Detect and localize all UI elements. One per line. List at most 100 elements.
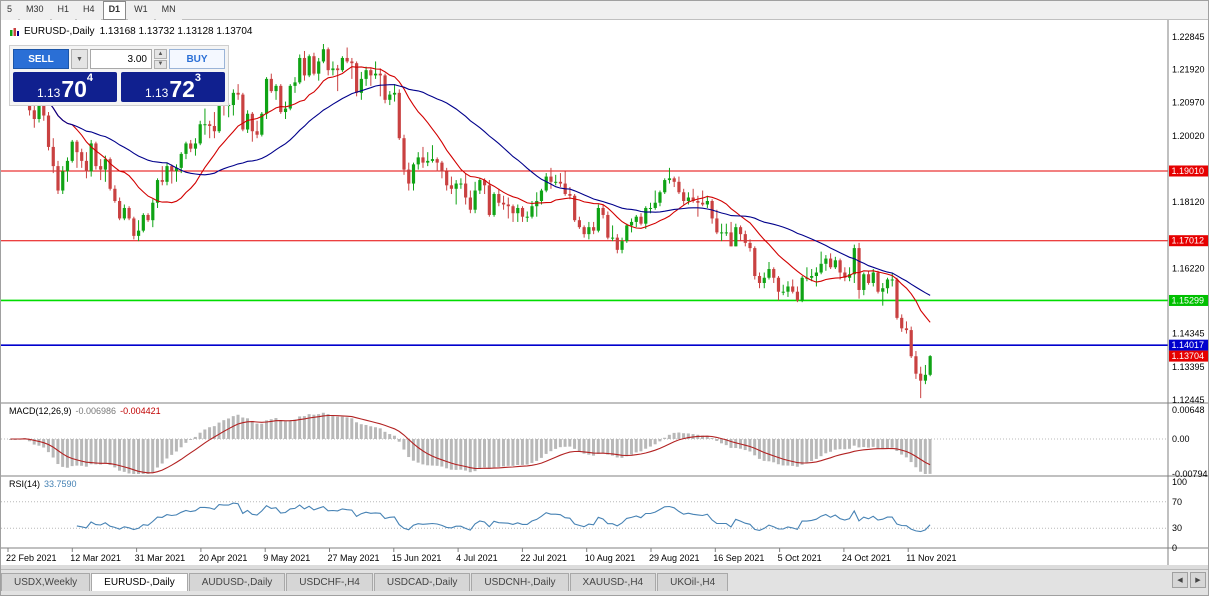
- macd-histogram: [9, 412, 932, 474]
- rsi-name: RSI(14): [9, 479, 41, 489]
- svg-text:31 Mar 2021: 31 Mar 2021: [135, 553, 186, 563]
- buy-price-pips: 72: [169, 76, 195, 102]
- chart-tab-usdx-weekly[interactable]: USDX,Weekly: [1, 573, 91, 591]
- volume-stepper: ▲ ▼: [154, 49, 167, 69]
- chart-tab-ukoil-h4[interactable]: UKOil-,H4: [657, 573, 729, 591]
- svg-text:4 Jul 2021: 4 Jul 2021: [456, 553, 498, 563]
- macd-name: MACD(12,26,9): [9, 406, 72, 416]
- volume-increase-button[interactable]: ▲: [154, 49, 167, 59]
- timeframe-button-W1[interactable]: W1: [128, 1, 154, 20]
- macd-signal-line: [10, 414, 931, 474]
- timeframe-button-H4[interactable]: H4: [77, 1, 101, 20]
- svg-text:-0.00794: -0.00794: [1172, 469, 1208, 479]
- chart-tab-eurusd-daily[interactable]: EURUSD-,Daily: [91, 573, 188, 591]
- ma-line-sma-fast: [10, 66, 931, 323]
- chart-tab-bar: USDX,Weekly EURUSD-,Daily AUDUSD-,Daily USD…: [1, 569, 1208, 591]
- price-tag-1.19010: 1.19010: [1169, 165, 1208, 177]
- svg-text:22 Jul 2021: 22 Jul 2021: [520, 553, 567, 563]
- macd-value: -0.006986: [75, 406, 117, 416]
- rsi-line: [76, 502, 931, 533]
- svg-text:11 Nov 2021: 11 Nov 2021: [906, 553, 956, 563]
- chart-icon: [10, 27, 19, 36]
- chart-canvas[interactable]: 1.22845 1.21920 1.20970 1.20020 1.18120 1.162…: [1, 20, 1209, 565]
- timeframe-button-5[interactable]: 5: [1, 1, 19, 20]
- window-bottom-edge: [1, 591, 1208, 595]
- tab-scroll-left-button[interactable]: ◀: [1172, 572, 1188, 588]
- svg-text:100: 100: [1172, 477, 1187, 487]
- tab-scroll-controls: ◀ ▶: [1172, 572, 1208, 591]
- svg-text:0: 0: [1172, 543, 1177, 553]
- svg-text:30: 30: [1172, 523, 1182, 533]
- sell-price-display[interactable]: 1.13 70 4: [13, 72, 117, 102]
- one-click-trading-panel: SELL ▼ 3.00 ▲ ▼ BUY 1.13 70 4 1.13 72: [9, 45, 229, 106]
- chart-tab-usdcnh-daily[interactable]: USDCNH-,Daily: [471, 573, 569, 591]
- svg-text:1.21920: 1.21920: [1172, 64, 1205, 74]
- price-tag-1.14017: 1.14017: [1169, 339, 1208, 351]
- buy-price-point: 3: [194, 72, 202, 84]
- tab-scroll-right-button[interactable]: ▶: [1190, 572, 1206, 588]
- svg-text:1.19010: 1.19010: [1172, 166, 1205, 176]
- chart-ohlc-values: 1.13168 1.13732 1.13128 1.13704: [99, 26, 253, 37]
- svg-text:10 Aug 2021: 10 Aug 2021: [585, 553, 636, 563]
- svg-text:9 May 2021: 9 May 2021: [263, 553, 310, 563]
- price-tag-1.17012: 1.17012: [1169, 235, 1208, 247]
- spin-down-icon: ▼: [157, 61, 164, 68]
- svg-text:27 May 2021: 27 May 2021: [328, 553, 380, 563]
- macd-signal-value: -0.004421: [120, 406, 161, 416]
- rsi-indicator-label: RSI(14) 33.7590: [9, 479, 77, 489]
- volume-decrease-button[interactable]: ▼: [154, 59, 167, 69]
- svg-text:1.17012: 1.17012: [1172, 236, 1205, 246]
- chart-symbol-label: EURUSD-,Daily: [24, 26, 95, 37]
- sell-price-prefix: 1.13: [36, 86, 61, 100]
- timeframe-button-D1[interactable]: D1: [102, 1, 127, 20]
- svg-text:1.14345: 1.14345: [1172, 329, 1205, 339]
- svg-text:1.18120: 1.18120: [1172, 197, 1205, 207]
- tab-scroll-right-icon: ▶: [1195, 577, 1201, 584]
- current-price-tag: 1.13704: [1169, 350, 1208, 362]
- chart-title: EURUSD-,Daily 1.13168 1.13732 1.13128 1.…: [9, 26, 253, 37]
- sell-price-point: 4: [86, 72, 94, 84]
- chevron-down-icon: ▼: [76, 55, 83, 63]
- svg-text:1.14017: 1.14017: [1172, 340, 1205, 350]
- rsi-value: 33.7590: [44, 479, 77, 489]
- svg-text:1.22845: 1.22845: [1172, 32, 1205, 42]
- chart-tab-usdchf-h4[interactable]: USDCHF-,H4: [286, 573, 373, 591]
- sell-price-pips: 70: [61, 76, 87, 102]
- svg-text:29 Aug 2021: 29 Aug 2021: [649, 553, 700, 563]
- svg-text:12 Mar 2021: 12 Mar 2021: [70, 553, 121, 563]
- timeframe-button-H1[interactable]: H1: [51, 1, 76, 20]
- date-axis[interactable]: 22 Feb 2021 12 Mar 2021 31 Mar 2021 20 Apr …: [6, 548, 957, 563]
- chart-tab-xauusd-h4[interactable]: XAUUSD-,H4: [569, 573, 657, 591]
- window-divider: [1, 565, 1208, 569]
- svg-text:0.00: 0.00: [1172, 434, 1190, 444]
- svg-text:1.12445: 1.12445: [1172, 395, 1205, 405]
- svg-text:24 Oct 2021: 24 Oct 2021: [842, 553, 891, 563]
- svg-text:1.13704: 1.13704: [1172, 351, 1205, 361]
- spin-up-icon: ▲: [157, 50, 164, 57]
- macd-indicator-label: MACD(12,26,9) -0.006986 -0.004421: [9, 406, 161, 416]
- timeframe-toolbar: 5 M30 H1 H4 D1 W1 MN: [1, 1, 1208, 20]
- volume-input[interactable]: 3.00: [90, 49, 152, 69]
- horizontal-lines-layer[interactable]: [1, 170, 1168, 346]
- buy-price-display[interactable]: 1.13 72 3: [121, 72, 225, 102]
- chart-tab-audusd-daily[interactable]: AUDUSD-,Daily: [188, 573, 286, 591]
- timeframe-button-M30[interactable]: M30: [20, 1, 50, 20]
- price-axis[interactable]: 1.22845 1.21920 1.20970 1.20020 1.18120 1.162…: [1169, 32, 1209, 405]
- price-tag-1.15299: 1.15299: [1169, 294, 1208, 306]
- svg-text:1.13395: 1.13395: [1172, 362, 1205, 372]
- volume-dropdown-button[interactable]: ▼: [71, 49, 88, 69]
- sell-button[interactable]: SELL: [13, 49, 69, 69]
- chart-window[interactable]: 1.22845 1.21920 1.20970 1.20020 1.18120 1.162…: [1, 20, 1209, 565]
- chart-tab-usdcad-daily[interactable]: USDCAD-,Daily: [373, 573, 471, 591]
- svg-text:16 Sep 2021: 16 Sep 2021: [713, 553, 764, 563]
- tab-scroll-left-icon: ◀: [1177, 577, 1183, 584]
- timeframe-button-MN[interactable]: MN: [155, 1, 182, 20]
- svg-text:22 Feb 2021: 22 Feb 2021: [6, 553, 57, 563]
- buy-price-prefix: 1.13: [144, 86, 169, 100]
- svg-text:15 Jun 2021: 15 Jun 2021: [392, 553, 442, 563]
- svg-text:1.15299: 1.15299: [1172, 295, 1205, 305]
- svg-text:1.16220: 1.16220: [1172, 263, 1205, 273]
- ma-line-sma-slow: [10, 78, 931, 296]
- svg-text:20 Apr 2021: 20 Apr 2021: [199, 553, 248, 563]
- buy-button[interactable]: BUY: [169, 49, 225, 69]
